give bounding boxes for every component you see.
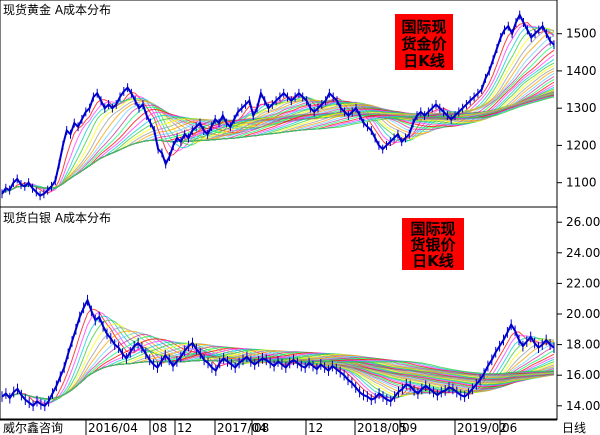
top-panel-price-series [1, 10, 555, 201]
y-tick-label: 1500 [566, 27, 597, 41]
bottom-panel-title: 现货白银 A成本分布 [3, 210, 111, 225]
bottom-panel-price-series [1, 294, 555, 412]
top-annotation-box: 国际现 货金价 日K线 [395, 14, 453, 70]
top-annotation-line-2: 货金价 [401, 35, 447, 53]
bottom-annotation-line-1: 国际现 [410, 220, 455, 238]
y-tick-label: 14.00 [566, 399, 600, 413]
y-tick-label: 16.00 [566, 368, 600, 382]
y-tick-label: 18.00 [566, 338, 600, 352]
price-line [1, 12, 555, 197]
top-panel-cost-distribution [1, 21, 555, 195]
bottom-annotation-box: 国际现 货银价 日K线 [402, 218, 464, 270]
top-panel-title: 现货黄金 A成本分布 [3, 2, 111, 17]
y-tick-label: 24.00 [566, 246, 600, 260]
y-tick-label: 1300 [566, 101, 597, 115]
y-tick-label: 26.00 [566, 215, 600, 229]
top-y-axis: 1100 1200 1300 1400 1500 [557, 27, 597, 190]
top-annotation-line-3: 日K线 [403, 52, 445, 70]
cost-distribution-line [1, 96, 555, 195]
x-tick-label: 06 [502, 421, 517, 435]
bottom-annotation-line-3: 日K线 [412, 252, 454, 270]
x-tick-label: 2018/05 [357, 421, 407, 435]
x-tick-label: 09 [402, 421, 417, 435]
x-tick-label: 08 [152, 421, 167, 435]
top-annotation-line-1: 国际现 [401, 18, 446, 36]
cost-distribution-line [1, 27, 555, 195]
x-tick-label: 12 [308, 421, 323, 435]
bottom-annotation-line-2: 货银价 [410, 236, 456, 254]
x-tick-label: 08 [254, 421, 269, 435]
y-tick-label: 1200 [566, 138, 597, 152]
x-tick-label: 2019/02 [457, 421, 507, 435]
y-tick-label: 1100 [566, 176, 597, 190]
x-tick-label: 2016/04 [88, 421, 138, 435]
bottom-y-axis: 14.00 16.00 18.00 20.00 22.00 24.00 26.00 [557, 215, 600, 413]
y-tick-label: 22.00 [566, 276, 600, 290]
x-tick-label: 2017/04 [217, 421, 267, 435]
x-tick-label: 12 [177, 421, 192, 435]
x-tick-label: 威尔鑫咨询 [3, 420, 63, 435]
x-tick-label: 日线 [562, 421, 586, 435]
y-tick-label: 20.00 [566, 307, 600, 321]
y-tick-label: 1400 [566, 64, 597, 78]
